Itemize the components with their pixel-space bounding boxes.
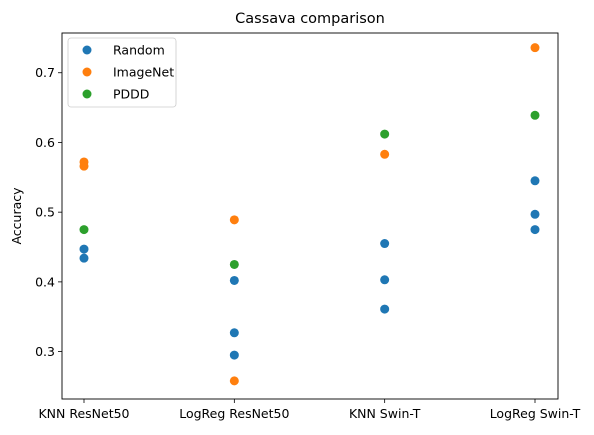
data-point-random: [530, 176, 540, 186]
data-point-random: [380, 304, 390, 314]
data-point-random: [530, 225, 540, 235]
axis-ticks: KNN ResNet50 LogReg ResNet50 KNN Swin-T Log…: [35, 65, 581, 421]
legend-marker-random: [82, 45, 92, 55]
x-tick-label: KNN Swin-T: [349, 406, 421, 421]
x-tick-label: KNN ResNet50: [38, 406, 129, 421]
y-tick-label: 0.3: [35, 344, 55, 359]
data-point-imagenet: [229, 215, 239, 225]
data-points: [79, 43, 540, 386]
plot-frame: [61, 32, 559, 400]
data-point-random: [79, 253, 89, 263]
data-point-random: [229, 275, 239, 285]
legend: Random ImageNet PDDD: [67, 37, 177, 108]
data-point-random: [530, 209, 540, 219]
data-point-pddd: [79, 225, 89, 235]
x-tick-label: LogReg ResNet50: [179, 406, 289, 421]
y-axis-label: Accuracy: [9, 187, 24, 245]
data-point-imagenet: [380, 149, 390, 159]
y-tick-label: 0.6: [35, 135, 55, 150]
data-point-random: [380, 239, 390, 249]
legend-label-pddd: PDDD: [113, 87, 149, 102]
y-tick-label: 0.7: [35, 65, 55, 80]
data-point-imagenet: [79, 161, 89, 171]
legend-marker-imagenet: [82, 67, 92, 77]
data-point-random: [229, 328, 239, 338]
x-tick-label: LogReg Swin-T: [490, 406, 581, 421]
data-point-random: [380, 275, 390, 285]
data-point-imagenet: [530, 43, 540, 53]
legend-label-imagenet: ImageNet: [113, 65, 174, 80]
y-tick-label: 0.5: [35, 205, 55, 220]
data-point-pddd: [229, 259, 239, 269]
data-point-imagenet: [229, 376, 239, 386]
data-point-pddd: [380, 129, 390, 139]
chart-title: Cassava comparison: [235, 11, 385, 27]
legend-box: [67, 37, 177, 108]
data-point-random: [229, 350, 239, 360]
y-tick-label: 0.4: [35, 274, 55, 289]
data-point-random: [79, 244, 89, 254]
legend-label-random: Random: [113, 43, 165, 58]
legend-marker-pddd: [82, 89, 92, 99]
data-point-pddd: [530, 110, 540, 120]
